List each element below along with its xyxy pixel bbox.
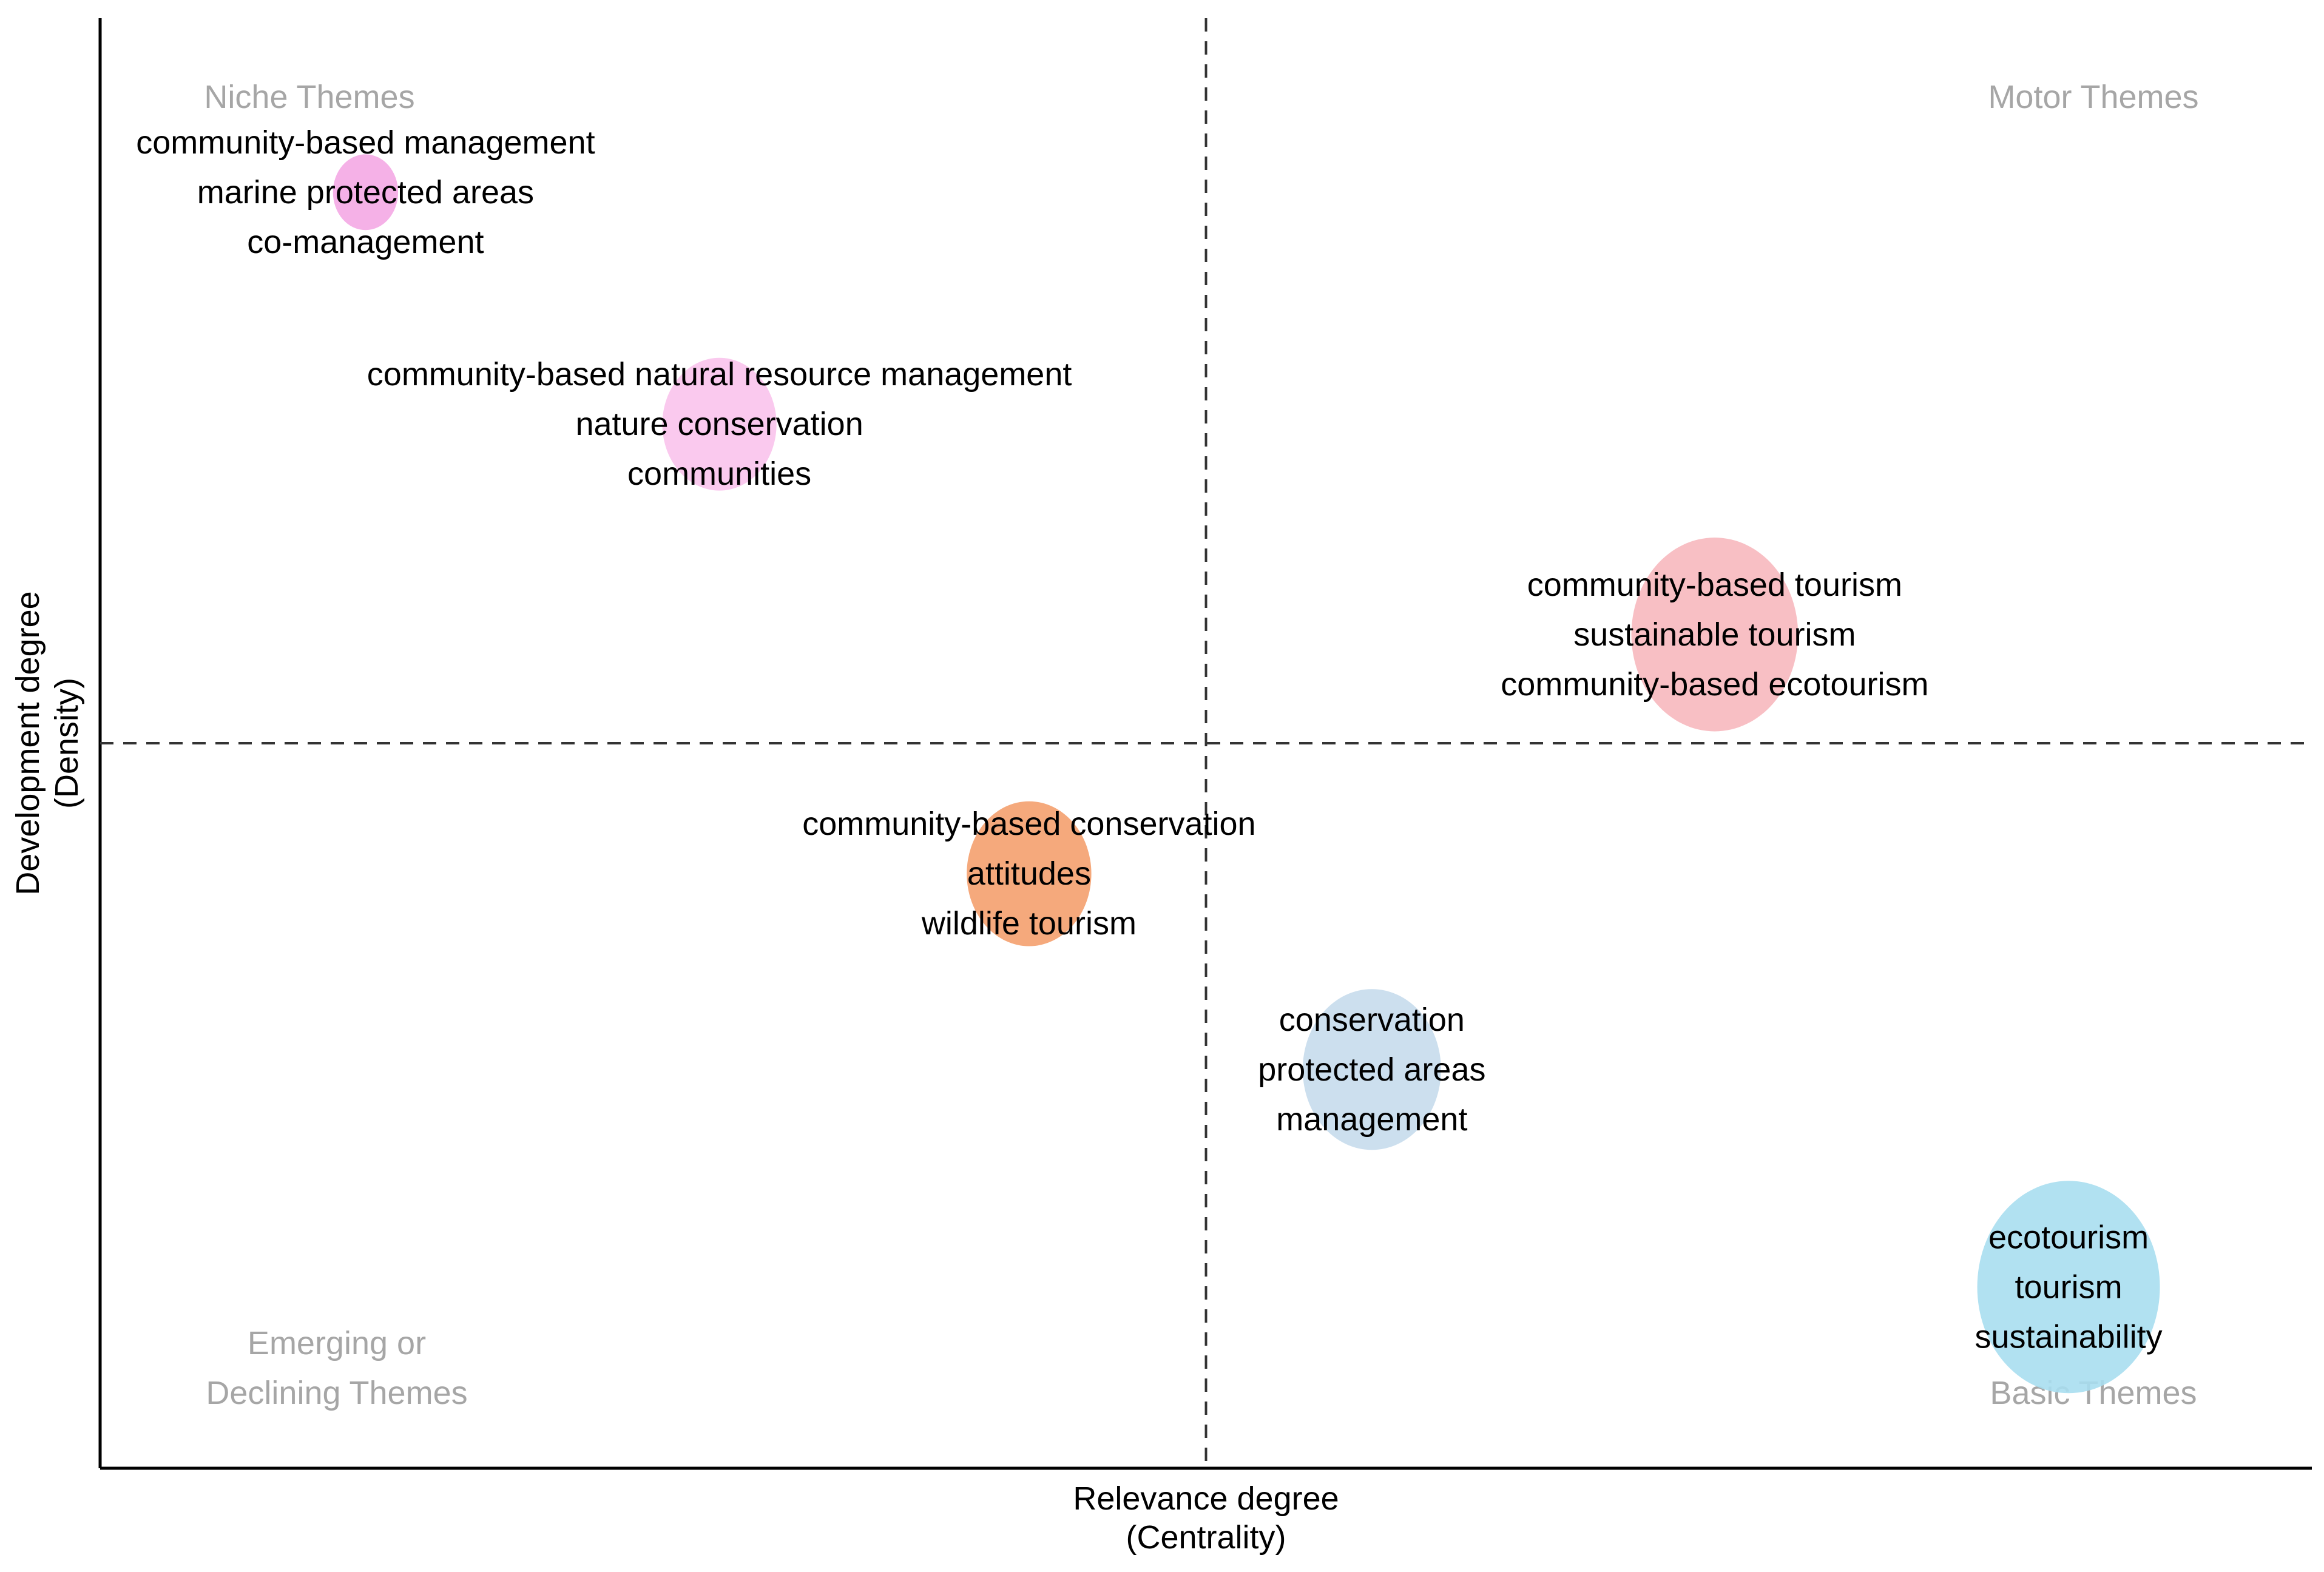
y-axis-title: (Density) [49, 678, 85, 809]
cluster-label-cluster-cbt: community-based tourism [1527, 567, 1902, 603]
bubble-cluster-cbt [1631, 538, 1799, 732]
bubble-cluster-cbm [333, 154, 399, 231]
quadrant-label-niche: Niche Themes [204, 79, 414, 115]
cluster-label-cluster-ecotourism: sustainability [1974, 1318, 2162, 1355]
quadrant-label-emerging: Emerging or [248, 1325, 426, 1361]
cluster-label-cluster-cbm: community-based management [136, 124, 595, 161]
y-axis-title: Development degree [10, 591, 46, 895]
bubble-cluster-cbnrm [662, 357, 777, 491]
cluster-label-cluster-cbnrm: community-based natural resource managem… [367, 356, 1072, 393]
cluster-label-cluster-conservation: conservation [1279, 1002, 1465, 1038]
cluster-label-cluster-cbnrm: nature conservation [575, 406, 863, 442]
cluster-label-cluster-cbc: community-based conservation [802, 806, 1255, 842]
x-axis-title: Relevance degree [1073, 1480, 1339, 1517]
cluster-label-cluster-cbt: community-based ecotourism [1501, 666, 1928, 703]
bubble-cluster-conservation [1302, 989, 1441, 1150]
x-axis-title: (Centrality) [1126, 1519, 1286, 1556]
quadrant-label-motor: Motor Themes [1988, 79, 2198, 115]
cluster-label-cluster-cbm: co-management [247, 224, 484, 260]
bubble-cluster-ecotourism [1977, 1181, 2160, 1394]
bubble-cluster-cbc [967, 801, 1092, 946]
cluster-label-cluster-cbt: sustainable tourism [1573, 616, 1856, 653]
cluster-label-cluster-ecotourism: tourism [2015, 1269, 2123, 1305]
cluster-label-cluster-conservation: management [1276, 1101, 1467, 1138]
cluster-label-cluster-cbnrm: communities [627, 456, 811, 492]
cluster-label-cluster-cbm: marine protected areas [197, 174, 534, 211]
cluster-label-cluster-cbc: attitudes [967, 855, 1091, 892]
cluster-label-cluster-conservation: protected areas [1258, 1051, 1485, 1088]
quadrant-label-emerging: Declining Themes [206, 1375, 467, 1411]
cluster-label-cluster-ecotourism: ecotourism [1988, 1219, 2149, 1255]
cluster-label-cluster-cbc: wildlife tourism [921, 905, 1137, 942]
